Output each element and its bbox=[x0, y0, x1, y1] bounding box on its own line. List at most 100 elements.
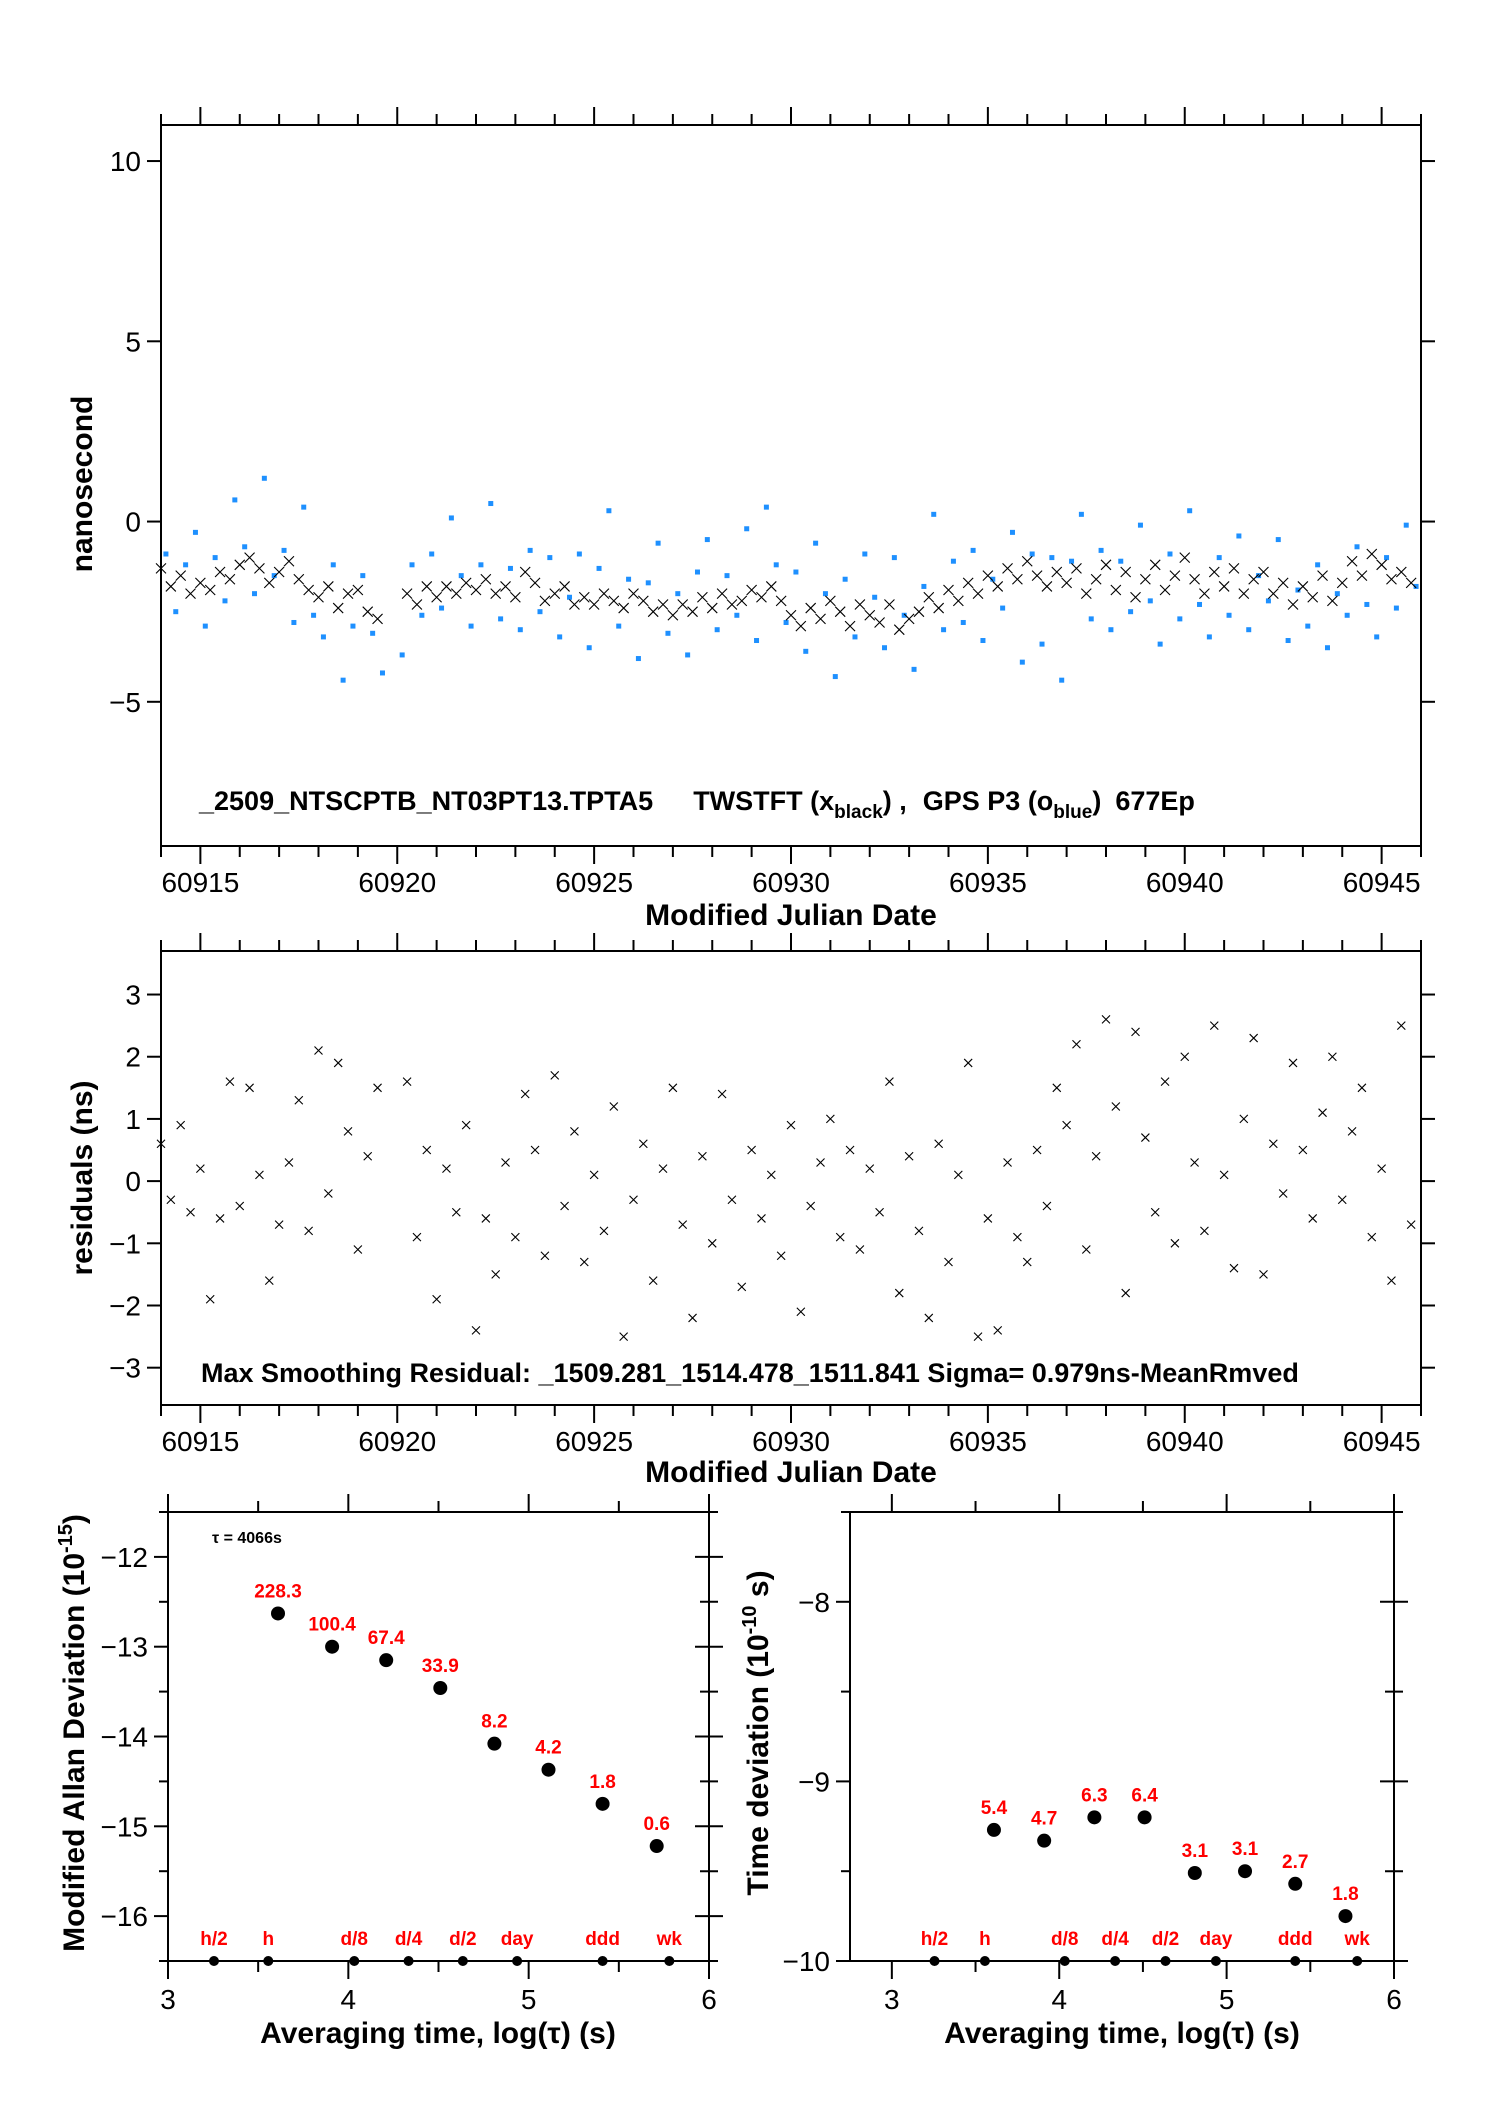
twstft-point bbox=[1149, 559, 1161, 571]
twstft-point bbox=[1002, 563, 1013, 574]
residual-point bbox=[717, 1089, 727, 1099]
y-tick-label: −12 bbox=[101, 1542, 149, 1573]
residuals-plot: 60915 60920 60925 60930 60935 60940 60945 3 2 1 0 −… bbox=[109, 933, 1435, 1457]
interval-marker-label: day bbox=[1200, 1929, 1233, 1950]
gps-p3-point bbox=[970, 547, 976, 553]
twstft-point bbox=[283, 555, 295, 567]
gps-p3-point bbox=[862, 551, 868, 557]
x-tick-label: 60945 bbox=[1343, 1426, 1421, 1457]
twstft-point bbox=[175, 570, 187, 582]
twstft-point bbox=[549, 588, 561, 600]
twstft-point bbox=[1090, 573, 1102, 585]
residual-point bbox=[737, 1282, 747, 1292]
residual-point bbox=[1150, 1207, 1160, 1217]
residual-point bbox=[1328, 1052, 1337, 1062]
twstft-point bbox=[1297, 581, 1309, 592]
y-tick-label: −14 bbox=[101, 1722, 149, 1753]
twstft-point bbox=[1395, 566, 1407, 578]
gps-p3-point bbox=[163, 551, 169, 557]
deviation-point bbox=[1137, 1810, 1152, 1825]
residual-point bbox=[510, 1232, 520, 1242]
gps-p3-point bbox=[941, 627, 947, 633]
gps-p3-point bbox=[1364, 601, 1370, 607]
gps-p3-point bbox=[921, 583, 927, 589]
p4-ylabel: Time deviation (10-10 s) bbox=[739, 1570, 775, 1895]
residual-point bbox=[619, 1332, 629, 1341]
residual-point bbox=[1377, 1164, 1387, 1174]
gps-p3-point bbox=[1049, 555, 1055, 561]
p3-ylabel-sup: -15 bbox=[55, 1524, 77, 1553]
residual-point bbox=[678, 1220, 688, 1230]
gps-p3-point bbox=[1000, 605, 1006, 611]
residual-point bbox=[1288, 1058, 1298, 1068]
gps-p3-point bbox=[1216, 555, 1222, 561]
twstft-point bbox=[1336, 577, 1348, 589]
gps-p3-point bbox=[1344, 612, 1350, 618]
residual-point bbox=[255, 1170, 264, 1180]
p1-annotation-gps: GPS P3 (o bbox=[923, 786, 1054, 816]
gps-p3-point bbox=[271, 573, 277, 579]
residual-point bbox=[1268, 1139, 1278, 1149]
x-tick-label: 5 bbox=[1219, 1984, 1235, 2015]
gps-p3-point bbox=[626, 576, 632, 582]
gps-p3-point bbox=[311, 612, 317, 618]
residual-point bbox=[560, 1201, 569, 1211]
residual-point bbox=[323, 1189, 333, 1198]
gps-p3-point bbox=[763, 504, 769, 510]
y-tick-label: −3 bbox=[109, 1353, 141, 1384]
twstft-point bbox=[1199, 588, 1210, 600]
x-tick-label: 5 bbox=[521, 1984, 537, 2015]
p1-annotation-ep: 677Ep bbox=[1115, 786, 1195, 816]
gps-p3-point bbox=[606, 508, 612, 514]
twstft-point bbox=[411, 599, 423, 610]
twstft-point bbox=[1248, 573, 1260, 585]
twstft-point bbox=[1307, 591, 1319, 603]
residual-point bbox=[1140, 1133, 1150, 1142]
twstft-point bbox=[1238, 588, 1250, 600]
twstft-point bbox=[706, 602, 718, 614]
y-tick-label: −10 bbox=[783, 1946, 831, 1977]
residual-point bbox=[1013, 1232, 1022, 1242]
twstft-point bbox=[480, 573, 492, 585]
residual-point bbox=[1160, 1077, 1170, 1086]
twstft-point bbox=[893, 624, 905, 636]
residual-point bbox=[638, 1139, 648, 1149]
x-tick-label: 6 bbox=[701, 1984, 717, 2015]
x-tick-label: 60925 bbox=[555, 1426, 633, 1457]
x-tick-label: 60940 bbox=[1146, 867, 1224, 898]
p2-xlabel: Modified Julian Date bbox=[645, 1456, 937, 1489]
residual-point bbox=[1298, 1145, 1308, 1155]
gps-p3-point bbox=[439, 605, 445, 611]
twstft-point bbox=[254, 563, 265, 574]
gps-p3-point bbox=[1078, 511, 1084, 517]
twstft-point bbox=[657, 599, 669, 610]
residual-point bbox=[963, 1058, 973, 1068]
gps-p3-point bbox=[694, 569, 700, 575]
residual-point bbox=[658, 1164, 668, 1174]
y-tick-label: 5 bbox=[125, 326, 141, 357]
deviation-point bbox=[541, 1762, 556, 1777]
residual-point bbox=[1200, 1226, 1209, 1236]
twstft-point bbox=[1130, 591, 1141, 603]
x-tick-label: 3 bbox=[884, 1984, 900, 2015]
y-tick-label: −1 bbox=[109, 1228, 141, 1259]
x-tick-label: 60940 bbox=[1146, 1426, 1224, 1457]
residual-point bbox=[944, 1257, 953, 1267]
x-tick-label: 60930 bbox=[752, 1426, 830, 1457]
gps-p3-point bbox=[1295, 587, 1301, 593]
gps-p3-point bbox=[635, 656, 641, 662]
gps-p3-point bbox=[1059, 677, 1065, 683]
deviation-point-label: 0.6 bbox=[643, 1814, 669, 1835]
deviation-point-label: 4.7 bbox=[1031, 1809, 1057, 1830]
residual-point bbox=[176, 1120, 186, 1130]
deviation-point bbox=[1087, 1810, 1102, 1825]
interval-marker-label: d/4 bbox=[395, 1929, 423, 1950]
residual-point bbox=[1239, 1114, 1249, 1124]
residual-point bbox=[1081, 1245, 1091, 1254]
residual-point bbox=[1062, 1120, 1072, 1130]
gps-p3-point bbox=[1246, 627, 1252, 633]
interval-marker bbox=[1160, 1956, 1171, 1966]
twstft-point bbox=[244, 552, 255, 563]
twstft-point bbox=[1218, 581, 1230, 592]
residual-point bbox=[579, 1257, 589, 1267]
